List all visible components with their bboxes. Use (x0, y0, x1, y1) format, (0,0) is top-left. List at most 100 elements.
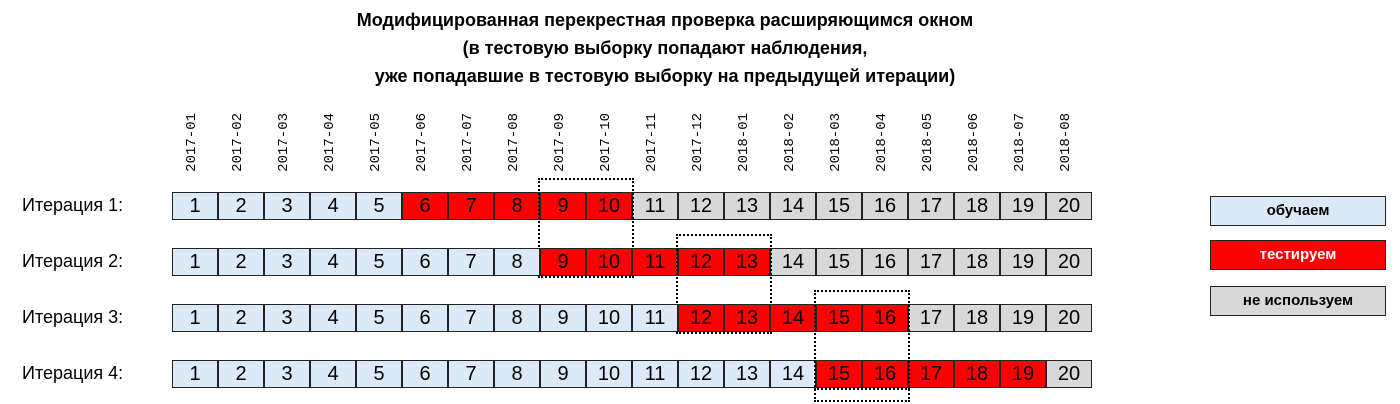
month-label: 2018-04 (862, 96, 908, 176)
month-label-text: 2018-06 (966, 113, 982, 172)
period-cell-train: 3 (264, 360, 310, 388)
month-label-text: 2017-10 (598, 113, 614, 172)
iteration-cells: 1 2 3 4 5 6 7 8 9 10 11 12 13 14 15 16 17 18 19 20 (172, 192, 1094, 220)
period-cell-test: 10 (586, 248, 632, 276)
period-cell-unused: 17 (908, 304, 954, 332)
period-cell-unused: 11 (632, 192, 678, 220)
period-cell-train: 3 (264, 248, 310, 276)
period-cell-train: 3 (264, 192, 310, 220)
period-cell-unused: 14 (770, 192, 816, 220)
month-label-text: 2018-02 (782, 113, 798, 172)
period-cell-train: 5 (356, 360, 402, 388)
period-cell-unused: 19 (1000, 304, 1046, 332)
month-label: 2018-08 (1046, 96, 1092, 176)
period-cell-train: 5 (356, 248, 402, 276)
month-label: 2018-01 (724, 96, 770, 176)
title-line-1: Модифицированная перекрестная проверка р… (356, 10, 974, 30)
month-label-text: 2018-04 (874, 113, 890, 172)
period-cell-train: 2 (218, 248, 264, 276)
iteration-label: Итерация 1: (22, 195, 124, 215)
period-cell-train: 3 (264, 304, 310, 332)
period-cell-train: 10 (586, 360, 632, 388)
period-cell-train: 6 (402, 360, 448, 388)
period-cell-train: 1 (172, 248, 218, 276)
period-cell-test: 15 (816, 360, 862, 388)
period-cell-unused: 19 (1000, 248, 1046, 276)
month-label: 2017-10 (586, 96, 632, 176)
month-label: 2017-11 (632, 96, 678, 176)
legend-item-test: тестируем (1210, 240, 1386, 270)
period-cell-train: 2 (218, 304, 264, 332)
period-cell-train: 6 (402, 248, 448, 276)
month-label-text: 2017-02 (230, 113, 246, 172)
month-label-text: 2017-08 (506, 113, 522, 172)
period-cell-train: 14 (770, 360, 816, 388)
period-cell-test: 14 (770, 304, 816, 332)
period-cell-train: 13 (724, 360, 770, 388)
period-cell-train: 4 (310, 192, 356, 220)
period-cell-unused: 12 (678, 192, 724, 220)
period-cell-train: 4 (310, 304, 356, 332)
iteration-cells: 1 2 3 4 5 6 7 8 9 10 11 12 13 14 15 16 17 18 19 20 (172, 360, 1094, 388)
period-cell-train: 8 (494, 248, 540, 276)
iteration-cells: 1 2 3 4 5 6 7 8 9 10 11 12 13 14 15 16 17 18 19 20 (172, 248, 1094, 276)
period-cell-train: 1 (172, 360, 218, 388)
period-cell-train: 2 (218, 192, 264, 220)
period-cell-train: 9 (540, 304, 586, 332)
iteration-label: Итерация 4: (22, 363, 124, 383)
period-cell-train: 11 (632, 304, 678, 332)
month-label: 2018-05 (908, 96, 954, 176)
month-axis: 2017-01 2017-02 2017-03 2017-04 2017-05 2017-… (172, 96, 1092, 176)
period-cell-train: 9 (540, 360, 586, 388)
month-label-text: 2017-06 (414, 113, 430, 172)
period-cell-unused: 18 (954, 304, 1000, 332)
month-label: 2017-06 (402, 96, 448, 176)
period-cell-unused: 15 (816, 248, 862, 276)
period-cell-test: 12 (678, 248, 724, 276)
period-cell-test: 8 (494, 192, 540, 220)
month-label: 2017-03 (264, 96, 310, 176)
month-label-text: 2017-04 (322, 113, 338, 172)
period-cell-unused: 20 (1046, 192, 1092, 220)
month-label-text: 2018-05 (920, 113, 936, 172)
period-cell-test: 9 (540, 248, 586, 276)
diagram-title: Модифицированная перекрестная проверка р… (0, 6, 1330, 90)
month-label: 2017-02 (218, 96, 264, 176)
period-cell-test: 9 (540, 192, 586, 220)
period-cell-train: 1 (172, 192, 218, 220)
month-label: 2017-05 (356, 96, 402, 176)
period-cell-test: 16 (862, 304, 908, 332)
period-cell-unused: 16 (862, 248, 908, 276)
period-cell-test: 6 (402, 192, 448, 220)
period-cell-unused: 18 (954, 248, 1000, 276)
month-label: 2017-12 (678, 96, 724, 176)
month-label-text: 2017-09 (552, 113, 568, 172)
title-line-3: уже попадавшие в тестовую выборку на пре… (374, 66, 956, 86)
period-cell-unused: 19 (1000, 192, 1046, 220)
period-cell-test: 16 (862, 360, 908, 388)
month-label: 2018-02 (770, 96, 816, 176)
period-cell-unused: 14 (770, 248, 816, 276)
month-label-text: 2017-05 (368, 113, 384, 172)
period-cell-train: 6 (402, 304, 448, 332)
period-cell-test: 7 (448, 192, 494, 220)
period-cell-test: 19 (1000, 360, 1046, 388)
period-cell-test: 15 (816, 304, 862, 332)
period-cell-train: 7 (448, 248, 494, 276)
month-label: 2017-08 (494, 96, 540, 176)
month-label-text: 2017-07 (460, 113, 476, 172)
month-label: 2017-04 (310, 96, 356, 176)
period-cell-unused: 15 (816, 192, 862, 220)
month-label-text: 2018-07 (1012, 113, 1028, 172)
period-cell-train: 5 (356, 304, 402, 332)
period-cell-unused: 18 (954, 192, 1000, 220)
period-cell-unused: 17 (908, 248, 954, 276)
period-cell-unused: 20 (1046, 304, 1092, 332)
month-label: 2018-07 (1000, 96, 1046, 176)
period-cell-unused: 16 (862, 192, 908, 220)
period-cell-train: 4 (310, 360, 356, 388)
period-cell-train: 1 (172, 304, 218, 332)
period-cell-train: 8 (494, 304, 540, 332)
month-label: 2017-09 (540, 96, 586, 176)
period-cell-unused: 20 (1046, 248, 1092, 276)
